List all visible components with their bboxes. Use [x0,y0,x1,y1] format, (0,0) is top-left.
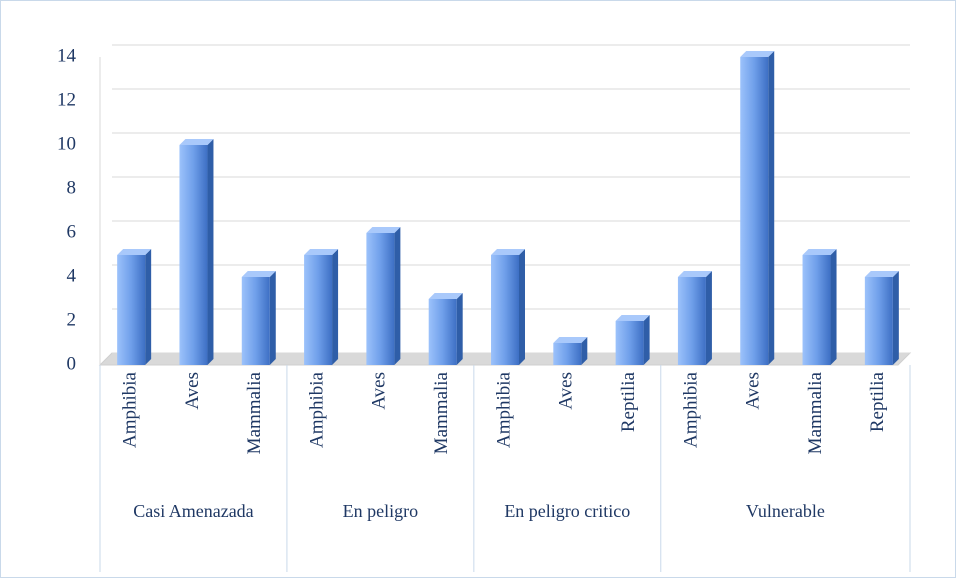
bar-top [864,271,899,277]
y-tick-label: 0 [67,353,77,374]
bar-top [241,271,276,277]
group-label: Casi Amenazada [133,501,254,521]
x-tick-label: Mammalia [805,371,826,454]
y-tick-label: 14 [57,45,77,66]
bar [553,343,582,365]
bar-side [892,271,899,365]
bar [615,321,644,365]
bar-side [269,271,276,365]
x-tick-label: Reptilia [618,371,639,432]
x-tick-label: Amphibia [306,371,327,448]
bar-side [581,337,588,365]
y-tick-label: 10 [57,133,76,154]
bar-top [491,249,525,255]
group-label: En peligro [342,501,419,521]
bar-side [705,271,712,365]
bar-top [304,249,339,255]
bar-side [394,227,401,365]
x-tick-label: Mammalia [244,371,265,454]
bar-top [428,293,463,299]
x-tick-label: Amphibia [680,371,701,448]
bar-top [179,139,214,145]
bar [179,145,208,365]
x-tick-label: Aves [182,372,203,410]
bar-side [456,293,463,365]
x-tick-label: Mammalia [431,371,452,454]
bar [304,255,333,365]
bar-side [519,249,525,365]
bar [677,277,706,365]
bar-top [366,227,401,233]
group-label: Vulnerable [745,501,825,521]
bar-top [677,271,712,277]
bar [428,299,457,365]
y-tick-label: 4 [67,265,77,286]
x-tick-label: Amphibia [120,371,141,448]
bar-side [145,249,152,365]
y-tick-label: 6 [67,221,77,242]
bar-side [207,139,214,365]
bar [241,277,270,365]
bar-side [768,51,775,365]
bar [117,255,146,365]
bar-side [830,249,837,365]
bar [740,57,769,365]
bar-top [740,51,775,57]
x-tick-label: Aves [743,372,764,410]
group-label: En peligro critico [504,501,631,521]
bar [366,233,395,365]
bar [802,255,831,365]
bar-top [117,249,152,255]
x-tick-label: Aves [556,372,577,410]
bar [491,255,519,365]
bar-top [553,337,588,343]
bar-side [332,249,339,365]
y-tick-label: 8 [67,177,77,198]
bar [864,277,893,365]
x-tick-label: Reptilia [867,371,888,432]
bar-top [802,249,837,255]
bar-top [615,315,650,321]
x-tick-label: Aves [369,372,390,410]
bar-side [643,315,650,365]
y-tick-label: 12 [57,89,76,110]
x-tick-label: Amphibia [493,371,514,448]
y-tick-label: 2 [67,309,77,330]
